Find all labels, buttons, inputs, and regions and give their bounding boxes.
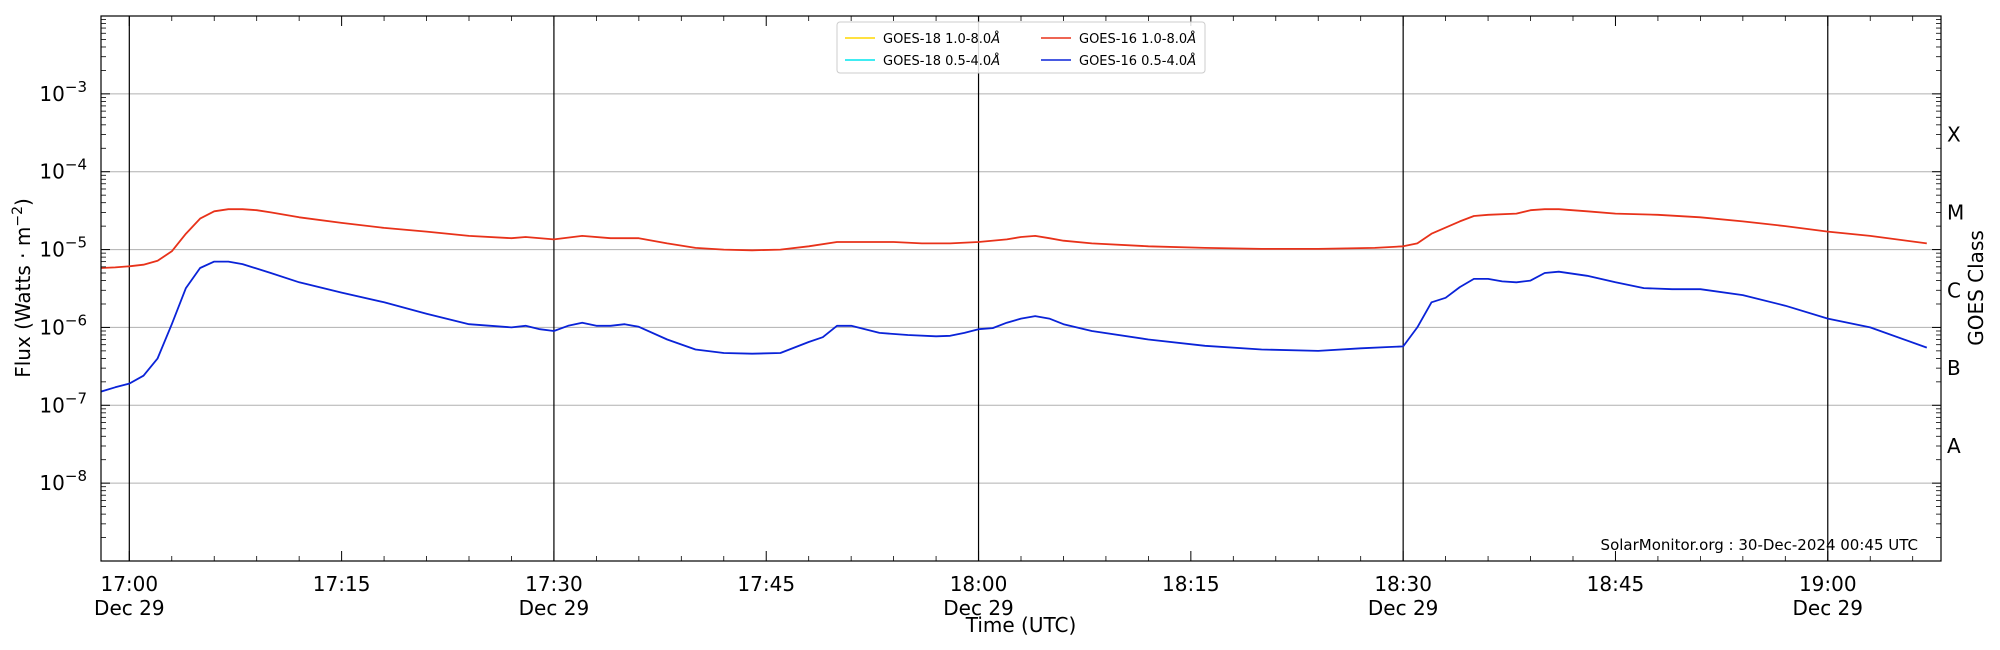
y-tick-label: 10−3 (39, 78, 87, 106)
source-watermark: SolarMonitor.org : 30-Dec-2024 00:45 UTC (1601, 536, 1918, 554)
series-line (101, 260, 1928, 393)
goes-class-label: C (1947, 278, 1961, 302)
x-tick-label: 18:15 (1162, 572, 1220, 596)
legend-label: GOES-16 1.0-8.0Å (1079, 31, 1196, 47)
goes-class-label: M (1947, 200, 1964, 224)
x-tick-date-label: Dec 29 (1368, 596, 1439, 620)
y-tick-label: 10−7 (39, 389, 87, 417)
x-axis-title: Time (UTC) (965, 613, 1077, 637)
day-separator-lines (128, 16, 1829, 561)
series-layer (101, 208, 1928, 393)
goes-class-label: B (1947, 356, 1961, 380)
x-tick-label: 17:45 (737, 572, 795, 596)
legend-label: GOES-16 0.5-4.0Å (1079, 53, 1196, 69)
grid-layer (101, 93, 1941, 484)
goes-class-label: X (1947, 123, 1961, 147)
legend-box (836, 21, 1206, 74)
x-tick-label: 18:00 (950, 572, 1008, 596)
legend-label: GOES-18 0.5-4.0Å (883, 53, 1000, 69)
y-tick-label: 10−6 (39, 311, 87, 339)
goes-class-axis-title: GOES Class (1964, 230, 1988, 346)
goes-class-axis: A B C M X (1947, 123, 1964, 458)
series-line (101, 208, 1927, 269)
y-tick-label: 10−4 (39, 156, 87, 184)
x-tick-label: 17:15 (313, 572, 371, 596)
x-tick-label: 18:45 (1587, 572, 1645, 596)
x-tick-label: 17:00 (100, 572, 158, 596)
legend: GOES-18 1.0-8.0Å GOES-18 0.5-4.0Å GOES-16 … (836, 21, 1206, 74)
x-tick-date-label: Dec 29 (519, 596, 590, 620)
y-tick-label: 10−5 (39, 234, 87, 262)
x-tick-date-label: Dec 29 (943, 596, 1014, 620)
x-tick-label: 17:30 (525, 572, 583, 596)
y-axis-title: Flux (Watts · m−2) (10, 198, 35, 378)
goes-class-label: A (1947, 434, 1961, 458)
x-tick-label: 19:00 (1799, 572, 1857, 596)
x-tick-date-label: Dec 29 (94, 596, 165, 620)
y-axis: 10−8 10−7 10−6 10−5 10−4 10−3 (39, 15, 1941, 562)
x-tick-label: 18:30 (1374, 572, 1432, 596)
y-tick-label: 10−8 (39, 467, 87, 495)
x-tick-date-label: Dec 29 (1793, 596, 1864, 620)
legend-label: GOES-18 1.0-8.0Å (883, 31, 1000, 47)
